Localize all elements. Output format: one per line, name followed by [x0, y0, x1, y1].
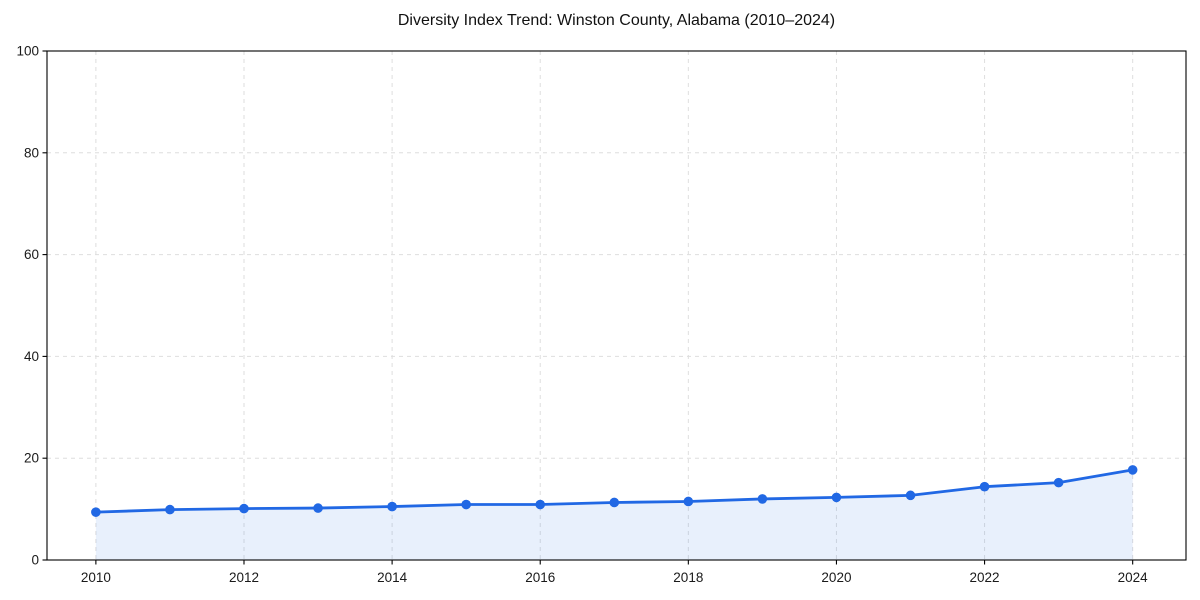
y-tick-label: 80 [24, 145, 39, 160]
x-tick-label: 2018 [673, 570, 703, 585]
x-tick-label: 2014 [377, 570, 408, 585]
y-tick-label: 40 [24, 349, 39, 364]
data-point-2014 [387, 501, 397, 512]
y-tick-label: 20 [24, 451, 39, 466]
x-tick-label: 2012 [229, 570, 259, 585]
x-tick-label: 2022 [970, 570, 1000, 585]
data-point-2019 [757, 494, 768, 504]
data-point-2016 [535, 499, 546, 510]
y-tick-label: 100 [16, 44, 39, 59]
x-tick-label: 2016 [525, 570, 555, 585]
data-point-2011 [165, 504, 175, 515]
data-point-2018 [683, 496, 694, 507]
data-point-2024 [1127, 465, 1138, 475]
data-point-2022 [979, 481, 990, 492]
data-point-2010 [91, 507, 101, 517]
y-tick-label: 0 [31, 553, 39, 568]
data-point-2012 [239, 503, 249, 514]
data-point-2023 [1053, 477, 1064, 488]
x-tick-label: 2010 [81, 570, 111, 585]
data-points [91, 465, 1138, 517]
data-point-2015 [461, 499, 471, 510]
x-tick-label: 2024 [1118, 570, 1149, 585]
area-fill [95, 469, 1133, 560]
data-point-2013 [313, 503, 323, 513]
data-point-2017 [609, 497, 620, 508]
chart-title: Diversity Index Trend: Winston County, A… [397, 12, 836, 29]
data-point-2020 [831, 492, 842, 503]
axis-ticks: 2010 2012 2014 2016 2018 2020 2022 2024 0 20 40 60 8… [16, 44, 1148, 586]
plot-border [46, 50, 1187, 561]
x-tick-label: 2020 [821, 570, 851, 585]
y-tick-label: 60 [24, 247, 39, 262]
data-point-2021 [905, 490, 916, 501]
